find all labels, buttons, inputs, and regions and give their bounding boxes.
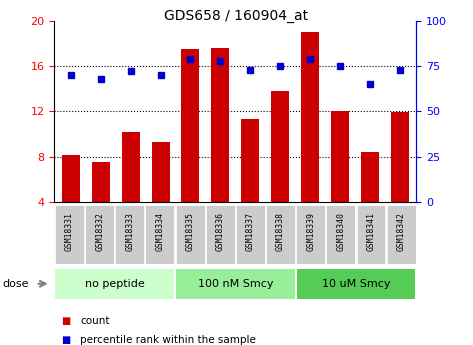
Text: ■: ■ (61, 335, 71, 345)
Text: percentile rank within the sample: percentile rank within the sample (80, 335, 256, 345)
Text: GDS658 / 160904_at: GDS658 / 160904_at (165, 9, 308, 23)
Text: GSM18338: GSM18338 (276, 212, 285, 251)
Bar (176, 269, 295, 299)
Text: GSM18340: GSM18340 (336, 212, 345, 251)
Text: 10 uM Smcy: 10 uM Smcy (322, 279, 390, 289)
Bar (55, 205, 84, 264)
Bar (55, 269, 174, 299)
Bar (85, 205, 114, 264)
Bar (146, 205, 175, 264)
Text: dose: dose (2, 279, 29, 289)
Text: GSM18336: GSM18336 (216, 212, 225, 251)
Bar (391, 112, 409, 202)
Text: GSM18333: GSM18333 (125, 212, 134, 251)
Text: no peptide: no peptide (85, 279, 145, 289)
Bar (175, 205, 204, 264)
Bar (211, 48, 229, 202)
Bar (331, 111, 349, 202)
Bar (357, 205, 385, 264)
Bar (206, 205, 235, 264)
Bar (361, 152, 379, 202)
Text: GSM18332: GSM18332 (95, 212, 104, 251)
Bar (151, 142, 169, 202)
Bar (241, 119, 259, 202)
Bar (266, 205, 295, 264)
Text: GSM18341: GSM18341 (367, 212, 376, 251)
Text: GSM18337: GSM18337 (246, 212, 255, 251)
Text: count: count (80, 316, 110, 326)
Text: GSM18334: GSM18334 (156, 212, 165, 251)
Text: GSM18331: GSM18331 (65, 212, 74, 251)
Bar (301, 32, 319, 202)
Bar (326, 205, 355, 264)
Bar (296, 205, 325, 264)
Bar (182, 49, 200, 202)
Text: ■: ■ (61, 316, 71, 326)
Text: GSM18339: GSM18339 (306, 212, 315, 251)
Text: 100 nM Smcy: 100 nM Smcy (198, 279, 273, 289)
Text: GSM18342: GSM18342 (397, 212, 406, 251)
Bar (92, 162, 110, 202)
Bar (271, 91, 289, 202)
Bar (387, 205, 416, 264)
Text: GSM18335: GSM18335 (185, 212, 194, 251)
Bar (122, 132, 140, 202)
Bar (62, 155, 80, 202)
Bar (115, 205, 144, 264)
Bar (236, 205, 265, 264)
Bar (297, 269, 415, 299)
